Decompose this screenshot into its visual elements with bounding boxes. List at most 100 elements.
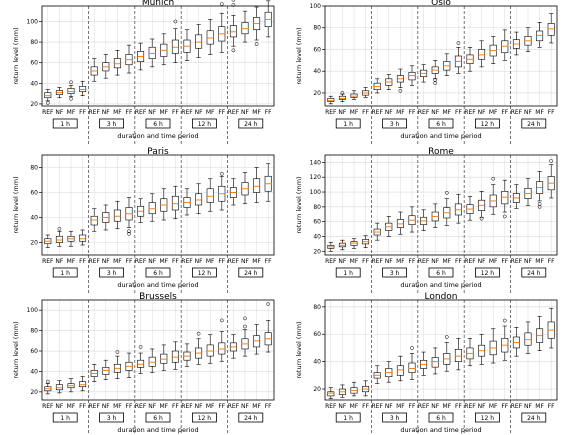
box-body [501, 40, 509, 54]
duration-box [428, 118, 454, 129]
x-tick-label: NF [195, 403, 203, 410]
x-tick-label: REF [135, 403, 147, 410]
duration-label: 1 h [343, 121, 353, 128]
box-15 [218, 318, 226, 362]
x-tick-label: REF [418, 109, 430, 116]
box-0 [327, 95, 335, 105]
box-5 [102, 54, 110, 79]
box-16 [512, 31, 520, 56]
x-tick-label: REF [464, 258, 476, 265]
duration-label: 6 h [153, 121, 163, 128]
x-tick-label: FF [455, 109, 462, 116]
panel-rome: 20 40 60 80 100 120 140 Rome return level (mm) RE… [295, 147, 558, 293]
outlier-point [479, 216, 484, 221]
box-19 [264, 0, 272, 38]
outlier-point [549, 159, 554, 163]
plot-frame [324, 5, 558, 107]
box-4 [90, 58, 98, 82]
duration-label: 12 h [481, 270, 495, 277]
x-tick-label: REF [511, 109, 523, 116]
x-tick-label: MF [252, 109, 261, 116]
box-4 [90, 363, 98, 382]
box-4 [90, 208, 98, 232]
x-tick-label: NF [524, 258, 532, 265]
box-18 [536, 22, 544, 48]
plot-frame [41, 299, 275, 401]
outlier-point [444, 335, 449, 339]
box-11 [454, 193, 462, 224]
x-tick-label: NF [338, 109, 346, 116]
box-9 [431, 203, 439, 228]
y-tick-label: 140 [310, 159, 322, 166]
x-tick-label: REF [88, 109, 100, 116]
duration-box [428, 412, 454, 423]
duration-box [428, 267, 454, 278]
box-13 [478, 190, 486, 221]
x-tick-label: MF [535, 258, 544, 265]
box-body [454, 349, 462, 362]
outlier-point [410, 346, 414, 350]
x-tick-label: NF [524, 403, 532, 410]
box-body [148, 46, 156, 59]
x-tick-label: NF [55, 258, 63, 265]
box-14 [206, 19, 214, 55]
x-tick-label: MF [350, 403, 359, 410]
x-tick-label: REF [228, 403, 240, 410]
panel-title: London [425, 292, 458, 302]
box-6 [396, 355, 404, 382]
outlier-point [502, 318, 507, 323]
x-tick-label: REF [325, 258, 337, 265]
box-19 [547, 159, 555, 199]
box-12 [466, 338, 474, 367]
duration-box [521, 412, 547, 423]
box-2 [350, 238, 358, 249]
box-11 [171, 19, 179, 64]
duration-label: 1 h [343, 415, 353, 422]
box-9 [148, 38, 156, 68]
panel-title: Oslo [431, 0, 451, 8]
box-body [148, 356, 156, 367]
x-tick-label: REF [135, 258, 147, 265]
y-axis-label: return level (mm) [295, 321, 303, 378]
outlier-point [398, 88, 403, 93]
x-tick-label: NF [241, 403, 249, 410]
x-tick-label: MF [159, 258, 168, 265]
x-tick-label: MF [206, 403, 215, 410]
box-12 [466, 196, 474, 221]
box-0 [327, 387, 335, 399]
y-tick-label: 40 [30, 368, 38, 375]
x-tick-label: FF [172, 403, 179, 410]
x-tick-label: NF [55, 109, 63, 116]
box-4 [373, 365, 381, 384]
box-body [253, 178, 261, 193]
x-tick-label: MF [113, 258, 122, 265]
box-body [79, 381, 87, 388]
duration-box [52, 118, 78, 129]
x-tick-label: NF [195, 258, 203, 265]
x-tick-label: MF [67, 109, 76, 116]
box-9 [431, 60, 439, 86]
outlier-point [231, 3, 236, 7]
x-tick-label: REF [418, 403, 430, 410]
x-tick-label: NF [241, 109, 249, 116]
outlier-point [196, 331, 201, 336]
box-1 [338, 91, 346, 102]
x-tick-label: MF [350, 258, 359, 265]
box-13 [478, 333, 486, 365]
box-5 [385, 74, 393, 90]
duration-box [191, 118, 217, 129]
duration-box [335, 412, 361, 423]
outlier-point [433, 78, 438, 82]
x-tick-label: NF [55, 403, 63, 410]
box-5 [102, 204, 110, 231]
box-4 [373, 222, 381, 241]
duration-box [145, 267, 171, 278]
box-10 [443, 190, 451, 226]
box-10 [160, 33, 168, 66]
duration-box [191, 267, 217, 278]
y-axis-label: return level (mm) [295, 27, 303, 84]
box-body [241, 22, 249, 35]
y-tick-label: 60 [30, 348, 38, 355]
box-15 [501, 318, 509, 361]
box-1 [338, 239, 346, 251]
